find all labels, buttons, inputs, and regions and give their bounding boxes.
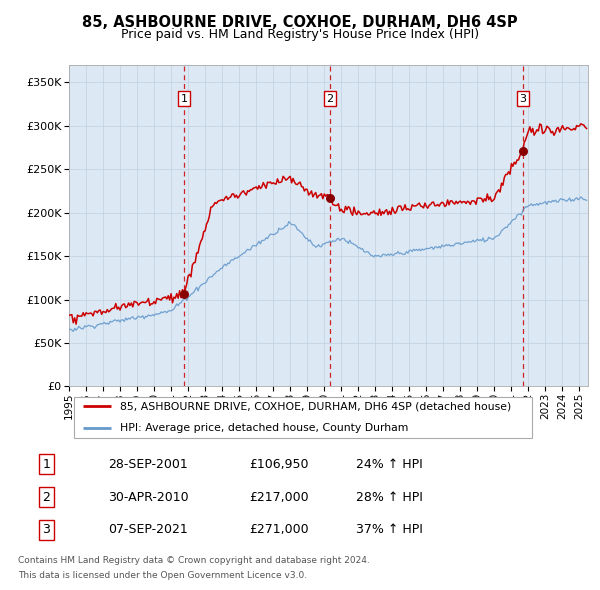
Text: 2: 2 bbox=[42, 490, 50, 504]
Text: 3: 3 bbox=[519, 94, 526, 104]
Text: £106,950: £106,950 bbox=[249, 458, 309, 471]
Text: 28% ↑ HPI: 28% ↑ HPI bbox=[356, 490, 423, 504]
Text: Contains HM Land Registry data © Crown copyright and database right 2024.: Contains HM Land Registry data © Crown c… bbox=[18, 556, 370, 565]
Text: This data is licensed under the Open Government Licence v3.0.: This data is licensed under the Open Gov… bbox=[18, 571, 307, 580]
Text: 07-SEP-2021: 07-SEP-2021 bbox=[108, 523, 188, 536]
Text: 37% ↑ HPI: 37% ↑ HPI bbox=[356, 523, 423, 536]
Text: 3: 3 bbox=[42, 523, 50, 536]
Text: 30-APR-2010: 30-APR-2010 bbox=[108, 490, 189, 504]
Text: HPI: Average price, detached house, County Durham: HPI: Average price, detached house, Coun… bbox=[121, 424, 409, 434]
Text: 24% ↑ HPI: 24% ↑ HPI bbox=[356, 458, 423, 471]
Text: £271,000: £271,000 bbox=[249, 523, 309, 536]
Text: 85, ASHBOURNE DRIVE, COXHOE, DURHAM, DH6 4SP (detached house): 85, ASHBOURNE DRIVE, COXHOE, DURHAM, DH6… bbox=[121, 401, 512, 411]
Text: 85, ASHBOURNE DRIVE, COXHOE, DURHAM, DH6 4SP: 85, ASHBOURNE DRIVE, COXHOE, DURHAM, DH6… bbox=[82, 15, 518, 30]
Text: Price paid vs. HM Land Registry's House Price Index (HPI): Price paid vs. HM Land Registry's House … bbox=[121, 28, 479, 41]
Text: 28-SEP-2001: 28-SEP-2001 bbox=[108, 458, 188, 471]
Text: 2: 2 bbox=[326, 94, 334, 104]
Text: £217,000: £217,000 bbox=[249, 490, 309, 504]
Text: 1: 1 bbox=[181, 94, 187, 104]
FancyBboxPatch shape bbox=[74, 397, 532, 438]
Text: 1: 1 bbox=[42, 458, 50, 471]
